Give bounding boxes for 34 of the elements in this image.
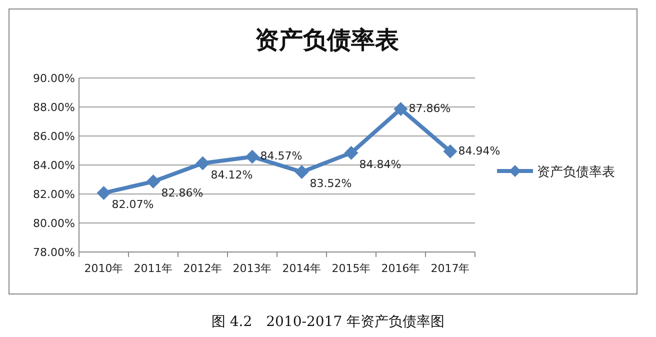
- data-label: 84.12%: [210, 168, 253, 182]
- x-tick-label: 2013年: [232, 262, 272, 275]
- y-tick-label: 90.00%: [33, 72, 75, 85]
- point: [294, 164, 309, 179]
- y-tick-label: 84.00%: [33, 159, 75, 172]
- y-tick-label: 82.00%: [33, 188, 75, 201]
- data-label: 84.94%: [458, 144, 500, 158]
- y-tick-label: 78.00%: [33, 246, 75, 259]
- point: [245, 150, 260, 164]
- y-tick-label: 86.00%: [33, 130, 75, 143]
- x-tick-label: 2016年: [381, 262, 420, 275]
- point: [146, 174, 160, 189]
- x-tick-label: 2012年: [183, 262, 222, 275]
- x-tick-label: 2017年: [430, 262, 470, 275]
- x-tick-label: 2011年: [134, 262, 173, 275]
- point: [394, 102, 408, 116]
- y-tick-label: 80.00%: [33, 217, 75, 230]
- x-tick-label: 2015年: [332, 262, 371, 275]
- point: [443, 144, 458, 158]
- x-tick-label: 2014年: [282, 262, 322, 275]
- legend-label: 资产负债率表: [537, 164, 615, 180]
- point: [344, 146, 358, 160]
- data-label: 83.52%: [310, 176, 352, 190]
- chart-title: 资产负债率表: [255, 25, 399, 54]
- caption: 图 4.2 2010-2017 年资产负债率图: [211, 314, 445, 330]
- point: [96, 186, 111, 200]
- y-tick-label: 88.00%: [33, 101, 75, 114]
- data-label: 87.86%: [408, 102, 451, 116]
- data-label: 82.86%: [161, 186, 204, 200]
- data-label: 84.84%: [359, 158, 402, 171]
- point: [196, 156, 210, 170]
- data-label: 84.57%: [260, 150, 302, 163]
- data-label: 82.07%: [112, 198, 154, 211]
- x-tick-label: 2010年: [84, 262, 124, 275]
